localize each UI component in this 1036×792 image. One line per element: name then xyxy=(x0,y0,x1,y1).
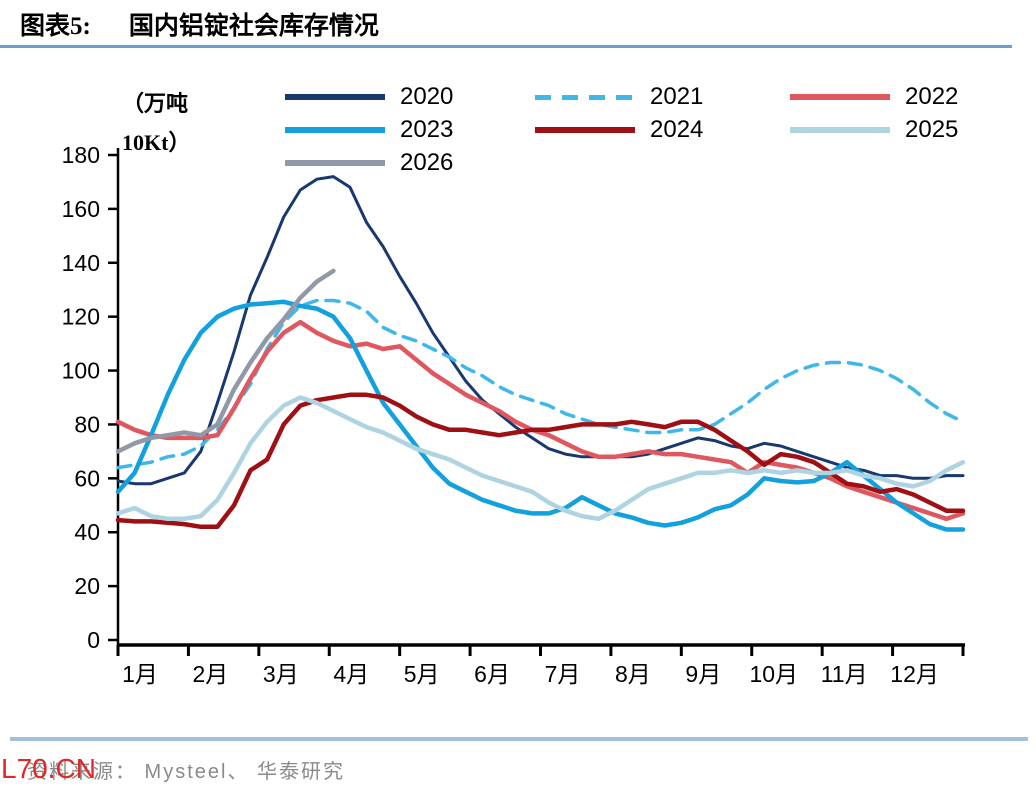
legend-swatch-2021-dashed-line xyxy=(535,94,635,100)
x-tick-label: 12月 xyxy=(890,661,939,687)
title-underline xyxy=(0,45,1012,48)
series-line-2020 xyxy=(116,175,965,486)
series-line-2022 xyxy=(115,319,966,522)
legend-label: 2020 xyxy=(400,83,454,110)
x-tick-label: 10月 xyxy=(749,661,798,687)
title-text: 国内铝锭社会库存情况 xyxy=(128,13,379,40)
x-tick-label: 9月 xyxy=(685,661,721,687)
y-tick-label: 140 xyxy=(62,250,100,276)
y-tick-label: 80 xyxy=(74,411,100,437)
legend-item-2021: 2021 xyxy=(535,82,703,112)
legend-item-2024: 2024 xyxy=(535,115,703,145)
y-axis-unit-label: （万吨 10Kt） xyxy=(122,84,190,162)
legend-label: 2025 xyxy=(905,116,959,143)
legend-item-2023: 2023 xyxy=(285,115,453,145)
y-axis-unit-line1: （万吨 xyxy=(122,91,189,116)
x-tick-label: 2月 xyxy=(193,661,229,687)
legend-swatch-2024-line xyxy=(535,127,635,133)
legend-label: 2022 xyxy=(905,83,959,110)
legend-label: 2026 xyxy=(400,149,454,176)
series-line-2026 xyxy=(115,268,336,454)
y-axis: 0 20 40 60 80 100 120 140 160 180 xyxy=(62,142,120,653)
y-tick-label: 160 xyxy=(62,196,100,222)
legend-swatch-2022-line xyxy=(790,94,890,100)
legend-swatch-2020-line xyxy=(285,94,385,100)
legend-item-2022: 2022 xyxy=(790,82,958,112)
watermark-text: L70.CN xyxy=(1,753,96,784)
legend-swatch-2023-line xyxy=(285,127,385,133)
y-tick-label: 40 xyxy=(74,519,100,545)
x-tick-label: 6月 xyxy=(474,661,510,687)
legend-item-2020: 2020 xyxy=(285,82,453,112)
x-tick-label: 4月 xyxy=(333,661,369,687)
series-line-2024 xyxy=(115,392,966,530)
legend-label: 2021 xyxy=(650,83,704,110)
x-axis: 1月 2月 3月 4月 5月 6月 7月 8月 9月 10月 11月 12月 xyxy=(116,643,965,687)
footer-divider xyxy=(10,737,1028,741)
x-tick-label: 11月 xyxy=(821,661,868,687)
legend-item-2025: 2025 xyxy=(790,115,958,145)
y-tick-label: 20 xyxy=(74,573,100,599)
y-axis-unit-line2: 10Kt） xyxy=(122,130,191,155)
legend-swatch-2026-line xyxy=(285,160,385,166)
page-title: 图表5: 国内铝锭社会库存情况 xyxy=(20,6,379,42)
title-prefix: 图表5: xyxy=(20,13,91,40)
legend-label: 2023 xyxy=(400,116,454,143)
source-note: 资料来源： Mysteel、 华泰研究 xyxy=(27,761,346,783)
y-tick-label: 100 xyxy=(62,358,100,384)
y-tick-label: 60 xyxy=(74,465,100,491)
legend-label: 2024 xyxy=(650,116,704,143)
legend-item-2026: 2026 xyxy=(285,148,453,178)
y-tick-label: 0 xyxy=(87,627,100,653)
series-line-2023 xyxy=(115,299,966,532)
y-tick-label: 120 xyxy=(62,304,100,330)
y-tick-label: 180 xyxy=(62,142,100,168)
x-tick-label: 1月 xyxy=(122,661,158,687)
x-tick-label: 7月 xyxy=(545,661,581,687)
x-tick-label: 3月 xyxy=(263,661,299,687)
series-line-2025 xyxy=(115,395,966,522)
legend-swatch-2025-line xyxy=(790,127,890,133)
x-tick-label: 5月 xyxy=(404,661,440,687)
x-tick-label: 8月 xyxy=(615,661,651,687)
